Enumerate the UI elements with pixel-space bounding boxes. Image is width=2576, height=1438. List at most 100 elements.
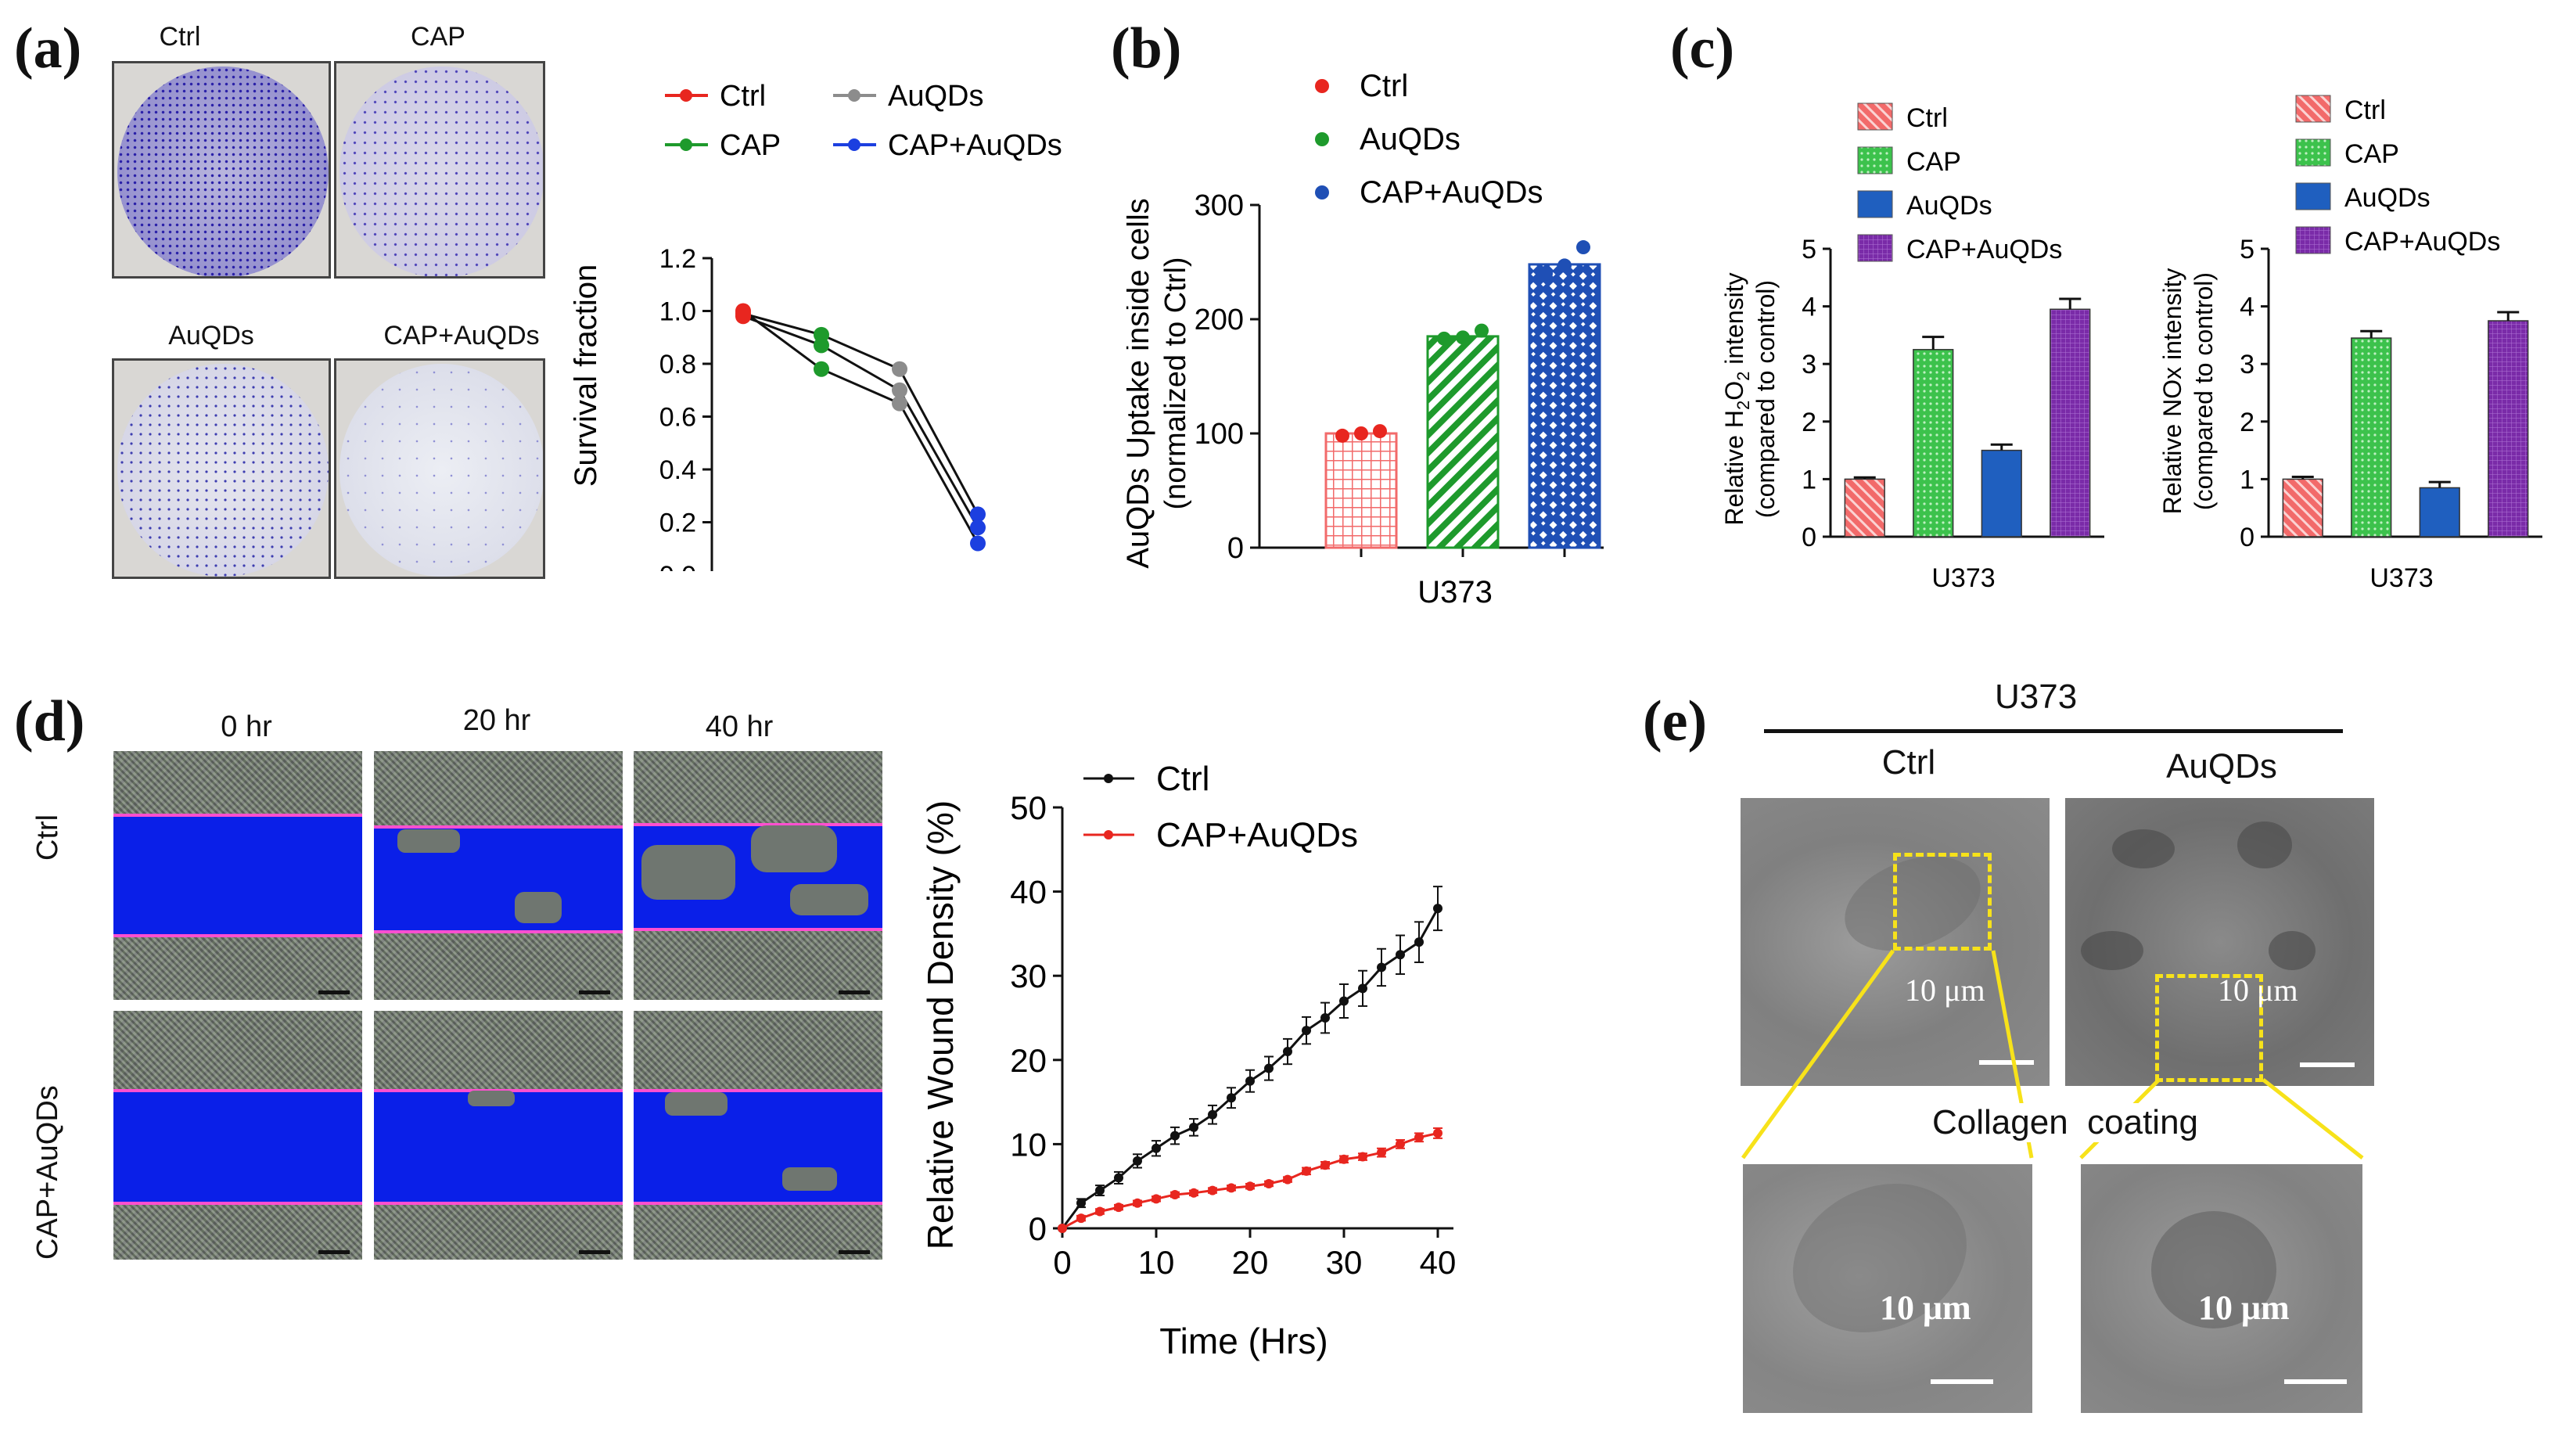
- chart-a-ytick-label: 1.0: [659, 297, 696, 327]
- chart-c1-xlabel: U373: [1931, 563, 1995, 593]
- chart-c2-ylabel: Relative NOx intensity: [2158, 268, 2186, 515]
- chart-a-ytick-label: 0.8: [659, 350, 696, 379]
- chart-d-point: [1396, 950, 1405, 960]
- chart-d-xtick-label: 40: [1420, 1244, 1457, 1281]
- row-label-ctrl: Ctrl: [31, 814, 64, 861]
- chart-b-bar: [1426, 335, 1500, 549]
- dish-label-cap: CAP: [411, 22, 465, 52]
- scale-label-auqds-zoom: 10 μm: [2198, 1289, 2290, 1327]
- chart-c1-ytick-label: 5: [1802, 235, 1816, 264]
- chart-a-ytick-label: 0.0: [659, 561, 696, 571]
- chart-d-point: [1227, 1093, 1236, 1103]
- legend-c1-label: CAP+AuQDs: [1906, 235, 2062, 264]
- chart-c2-ytick-label: 1: [2240, 465, 2254, 494]
- chart-c2-ylabel2: (compared to control): [2190, 272, 2218, 510]
- coating-label: Collagen coating: [1932, 1103, 2199, 1142]
- chart-a-ylabel: Survival fraction: [569, 264, 603, 487]
- chart-a-point: [892, 395, 907, 412]
- legend-c2-swatch: [2295, 226, 2331, 254]
- chart-a-point: [735, 303, 751, 319]
- micrograph-auqds: 10 μm: [2065, 798, 2374, 1086]
- chart-a-point: [970, 535, 986, 552]
- chart-b-point: [1557, 258, 1572, 273]
- legend-c1-swatch: [1857, 234, 1893, 262]
- chart-a-replicate-line: [742, 312, 979, 516]
- chart-c1-bar: [1844, 478, 1885, 537]
- chart-d-point: [1189, 1188, 1198, 1198]
- chart-d-point: [1170, 1189, 1180, 1199]
- chart-d-ytick-label: 20: [1010, 1042, 1047, 1079]
- legend-a-marker: [680, 89, 692, 102]
- chart-d-point: [1151, 1143, 1161, 1153]
- panel-label-b: (b): [1111, 16, 1182, 81]
- chart-d-point: [1433, 904, 1442, 914]
- chart-d-point: [1320, 1013, 1330, 1023]
- legend-a-marker: [848, 89, 860, 102]
- chart-c2-bar: [2488, 320, 2529, 537]
- chart-d-point: [1339, 996, 1349, 1006]
- legend-b-label: AuQDs: [1360, 122, 1460, 156]
- chart-d-point: [1245, 1076, 1255, 1086]
- chart-d-xtick-label: 10: [1138, 1244, 1175, 1281]
- legend-c2-label: CAP: [2344, 139, 2399, 169]
- chart-d-point: [1114, 1173, 1123, 1183]
- chart-d-xlabel: Time (Hrs): [1159, 1321, 1328, 1361]
- legend-a: Ctrl AuQDs CAP CAP+AuQDs: [665, 80, 1062, 162]
- chart-d-ytick-label: 40: [1010, 874, 1047, 911]
- scale-label-ctrl-zoom: 10 μm: [1880, 1289, 1971, 1327]
- chart-b-bar: [1528, 263, 1601, 549]
- chart-b-point: [1456, 330, 1470, 345]
- chart-a-point: [814, 361, 829, 377]
- chart-d-xtick-label: 30: [1326, 1244, 1363, 1281]
- time-label-20hr: 20 hr: [462, 704, 531, 737]
- chart-b-point: [1437, 331, 1451, 346]
- chart-a-ytick-label: 1.2: [659, 244, 696, 274]
- panel-label-a: (a): [14, 16, 82, 81]
- chart-d-point: [1396, 1139, 1405, 1149]
- chart-d-point: [1095, 1185, 1105, 1195]
- chart-a-replicate-line: [742, 310, 979, 545]
- chart-a-point: [892, 361, 907, 377]
- chart-d-point: [1264, 1063, 1274, 1073]
- chart-d-point: [1245, 1181, 1255, 1192]
- chart-c1-ylabel2: (compared to control): [1751, 280, 1780, 518]
- chart-d-point: [1227, 1183, 1236, 1193]
- chart-d-point: [1133, 1156, 1142, 1166]
- chart-b-point: [1373, 424, 1387, 439]
- colony-dish-cap: [334, 61, 545, 279]
- chart-a-ytick-label: 0.4: [659, 455, 696, 485]
- wound-image-ctrl-0hr: [113, 751, 362, 1000]
- chart-b-ytick-label: 0: [1227, 532, 1244, 565]
- chart-c1-ytick-label: 4: [1802, 293, 1816, 322]
- chart-a-replicate-line: [742, 315, 979, 528]
- chart-d-point: [1358, 1152, 1367, 1162]
- legend-b-label: Ctrl: [1360, 69, 1408, 103]
- chart-a-point: [970, 506, 986, 523]
- legend-b-label: CAP+AuQDs: [1360, 175, 1543, 210]
- legend-c2-label: AuQDs: [2344, 183, 2430, 213]
- wound-image-cap-auqds-0hr: [113, 1011, 362, 1260]
- legend-d-marker: [1104, 774, 1113, 783]
- panel-label-c: (c): [1670, 16, 1735, 81]
- legend-c2-swatch: [2295, 95, 2331, 123]
- legend-a-label: Ctrl: [720, 80, 766, 113]
- chart-d-point: [1151, 1194, 1161, 1204]
- chart-d-point: [1358, 983, 1367, 994]
- chart-c1-ytick-label: 3: [1802, 350, 1816, 379]
- chart-c1-bar: [1981, 449, 2022, 537]
- chart-d-xtick-label: 0: [1053, 1244, 1071, 1281]
- chart-d-point: [1377, 1148, 1386, 1158]
- legend-a-label: CAP+AuQDs: [888, 129, 1062, 162]
- chart-b-ytick-label: 100: [1195, 418, 1244, 451]
- chart-d-point: [1133, 1198, 1142, 1208]
- chart-d-ytick-label: 10: [1010, 1126, 1047, 1163]
- chart-d-point: [1414, 937, 1424, 947]
- wound-image-cap-auqds-40hr: [634, 1011, 882, 1260]
- legend-c1-swatch: [1857, 190, 1893, 218]
- legend-b-marker: [1315, 79, 1329, 93]
- micrograph-ctrl: 10 μm: [1741, 798, 2050, 1086]
- chart-b-ylabel2: (normalized to Ctrl): [1159, 257, 1192, 509]
- chart-d-ytick-label: 0: [1029, 1210, 1047, 1247]
- chart-b-svg: Ctrl AuQDs CAP+AuQDs AuQDs Uptake inside c…: [1126, 69, 1604, 609]
- chart-d-point: [1377, 962, 1386, 972]
